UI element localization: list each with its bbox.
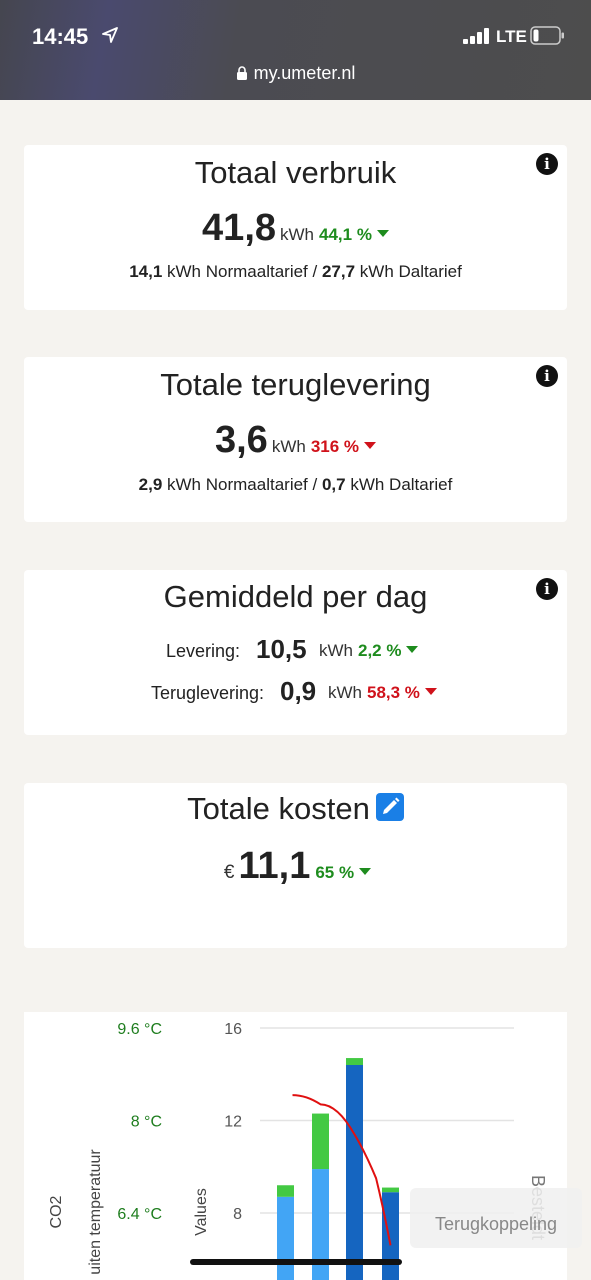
lock-icon — [236, 66, 247, 80]
delivery-detail: kWh 2,2 % — [319, 641, 419, 661]
usage-change: 44,1 % — [319, 225, 389, 244]
temperature-tick-label: 9.6 °C — [117, 1021, 162, 1038]
signal-strength-icon — [463, 28, 491, 44]
triangle-down-icon — [359, 868, 372, 875]
status-time: 14:45 — [32, 24, 89, 49]
usage-unit: kWh — [280, 225, 315, 244]
value-tick-label: 12 — [224, 1114, 242, 1131]
return-change: 316 % — [311, 437, 377, 456]
usage-value: 41,8 — [202, 207, 277, 249]
return-value: 3,6 — [214, 419, 268, 461]
costs-value-row: €11,1 65 % — [24, 845, 567, 888]
currency-symbol: € — [223, 862, 235, 883]
bar — [312, 1169, 329, 1280]
temperature-axis-label: uiten temperatuur — [87, 1149, 104, 1275]
card-title: Totaal verbruik — [194, 155, 397, 190]
home-indicator — [190, 1259, 402, 1265]
carrier-label: LTE — [496, 27, 527, 46]
address-bar[interactable]: my.umeter.nl — [0, 63, 591, 84]
co2-axis-label: CO2 — [48, 1195, 65, 1228]
temperature-tick-label: 8 °C — [131, 1114, 162, 1131]
return-value-row: 3,6 kWh 316 % — [24, 419, 567, 462]
triangle-down-icon — [364, 442, 377, 449]
return-unit: kWh — [271, 437, 306, 456]
bar-segment — [382, 1187, 399, 1193]
bar — [382, 1192, 399, 1280]
url-text: my.umeter.nl — [253, 63, 356, 83]
temperature-tick-label: 6.4 °C — [117, 1206, 162, 1223]
info-icon[interactable]: i — [536, 578, 558, 600]
card-title: Totale kosten — [24, 791, 567, 827]
bar-segment — [346, 1058, 363, 1065]
bar-segment — [312, 1113, 329, 1170]
bar — [277, 1196, 294, 1280]
battery-icon — [530, 26, 564, 45]
info-icon[interactable]: i — [536, 153, 558, 175]
value-tick-label: 16 — [224, 1021, 242, 1038]
total-return-card: Totale teruglevering i 3,6 kWh 316 % 2,9 k… — [24, 357, 567, 522]
chart-canvas: 16 12 8 9.6 °C 8 °C 6.4 °C CO2 uiten temperatuu… — [48, 1021, 514, 1280]
return-day-detail: kWh 58,3 % — [328, 683, 437, 703]
info-icon[interactable]: i — [536, 365, 558, 387]
values-axis-label: Values — [193, 1188, 210, 1236]
return-label: Teruglevering: — [150, 683, 264, 703]
costs-value: 11,1 — [238, 845, 311, 887]
costs-change: 65 % — [315, 863, 372, 882]
triangle-down-icon — [424, 688, 437, 695]
location-arrow-icon — [102, 27, 118, 43]
triangle-down-icon — [376, 230, 389, 237]
bar-segment — [277, 1185, 294, 1197]
triangle-down-icon — [406, 646, 419, 653]
return-day-value: 0,9 — [280, 676, 317, 706]
usage-value-row: 41,8 kWh 44,1 % — [24, 207, 567, 250]
status-bar: 14:45 LTE my.umeter.nl — [0, 0, 591, 100]
temperature-line — [292, 1094, 392, 1246]
bar — [346, 1065, 363, 1280]
delivery-label: Levering: — [165, 641, 240, 661]
edit-pencil-icon[interactable] — [375, 793, 404, 821]
return-breakdown: 2,9 kWh Normaaltarief / 0,7 kWh Daltarie… — [138, 475, 453, 494]
card-title: Gemiddeld per dag — [163, 579, 428, 614]
total-costs-card: Totale kosten €11,1 65 % — [24, 783, 567, 948]
average-per-day-card: Gemiddeld per dag i Levering: 10,5 kWh 2,… — [24, 570, 567, 735]
feedback-button[interactable]: Terugkoppeling — [410, 1188, 582, 1248]
total-usage-card: Totaal verbruik i 41,8 kWh 44,1 % 14,1 kWh… — [24, 145, 567, 310]
value-tick-label: 8 — [233, 1206, 242, 1223]
card-title: Totale teruglevering — [160, 367, 431, 402]
delivery-value: 10,5 — [256, 634, 307, 664]
usage-breakdown: 14,1 kWh Normaaltarief / 27,7 kWh Daltar… — [129, 262, 462, 281]
